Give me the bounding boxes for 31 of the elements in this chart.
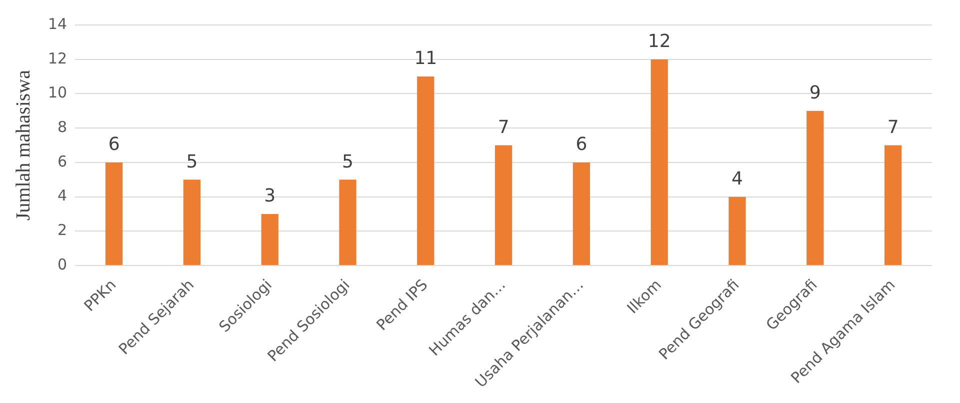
- bar: [806, 110, 824, 266]
- y-tick-label: 2: [58, 221, 68, 240]
- bar: [105, 162, 123, 266]
- data-label: 6: [108, 134, 120, 156]
- data-label: 11: [414, 48, 438, 70]
- bar: [339, 180, 356, 266]
- data-label: 6: [576, 134, 588, 156]
- data-label: 7: [887, 116, 899, 138]
- bar: [183, 180, 201, 266]
- bar: [261, 214, 278, 266]
- data-label: 9: [809, 82, 821, 104]
- bar: [728, 196, 746, 266]
- y-axis-title: Jumlah mahasiswa: [12, 70, 34, 221]
- bar: [417, 76, 434, 266]
- data-label: 12: [648, 31, 671, 52]
- data-label: 5: [342, 151, 354, 172]
- data-label: 3: [264, 186, 276, 207]
- data-label: 5: [186, 151, 198, 172]
- y-tick-label: 4: [58, 186, 68, 205]
- y-tick-label: 8: [58, 118, 68, 136]
- y-tick-label: 6: [58, 152, 68, 170]
- bar: [884, 145, 902, 266]
- y-tick-label: 12: [48, 49, 68, 68]
- y-tick-label: 0: [58, 255, 68, 274]
- data-label: 4: [732, 168, 743, 190]
- bar: [572, 162, 590, 266]
- y-tick-label: 10: [48, 84, 68, 102]
- bar: [650, 59, 668, 266]
- bar: [494, 145, 512, 266]
- data-label: 7: [498, 116, 510, 138]
- y-tick-label: 14: [48, 14, 68, 33]
